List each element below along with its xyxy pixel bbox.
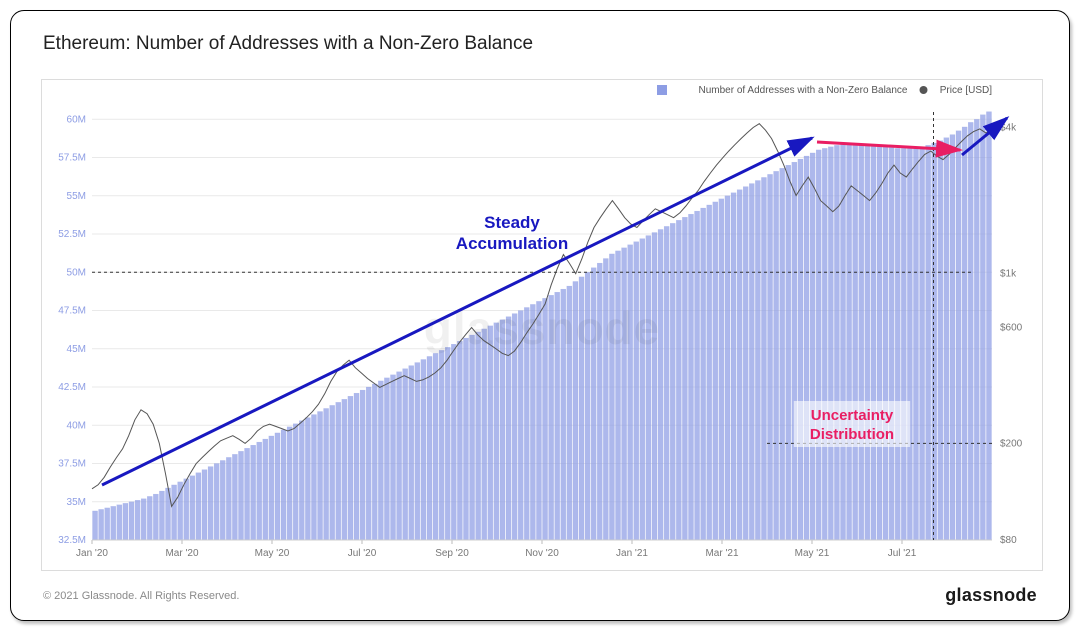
svg-text:57.5M: 57.5M xyxy=(58,153,86,164)
svg-text:$1k: $1k xyxy=(1000,269,1017,280)
svg-text:Mar '20: Mar '20 xyxy=(165,548,198,559)
svg-text:50M: 50M xyxy=(67,267,86,278)
svg-text:Number of Addresses with a Non: Number of Addresses with a Non-Zero Bala… xyxy=(699,85,908,96)
copyright-text: © 2021 Glassnode. All Rights Reserved. xyxy=(43,590,239,602)
svg-text:42.5M: 42.5M xyxy=(58,382,86,393)
svg-text:$4k: $4k xyxy=(1000,123,1017,134)
chart-title: Ethereum: Number of Addresses with a Non… xyxy=(43,33,533,55)
svg-text:Jul '20: Jul '20 xyxy=(348,548,377,559)
svg-text:32.5M: 32.5M xyxy=(58,535,86,546)
plot-area: 32.5M 35M 37.5M 40M 42.5M 45M 47.5M 50M 52.5M 55M… xyxy=(41,79,1043,571)
svg-text:40M: 40M xyxy=(67,420,86,431)
svg-text:May '20: May '20 xyxy=(255,548,290,559)
svg-text:Mar '21: Mar '21 xyxy=(705,548,738,559)
brand-logo: glassnode xyxy=(945,585,1037,606)
svg-text:Jan '21: Jan '21 xyxy=(616,548,648,559)
svg-text:Distribution: Distribution xyxy=(810,426,894,443)
svg-text:52.5M: 52.5M xyxy=(58,229,86,240)
svg-text:Nov '20: Nov '20 xyxy=(525,548,559,559)
svg-text:37.5M: 37.5M xyxy=(58,459,86,470)
svg-text:Jan '20: Jan '20 xyxy=(76,548,108,559)
svg-text:$80: $80 xyxy=(1000,535,1017,546)
svg-text:Steady: Steady xyxy=(484,213,540,232)
svg-text:Uncertainty: Uncertainty xyxy=(811,407,894,424)
svg-text:Jul '21: Jul '21 xyxy=(888,548,917,559)
svg-text:35M: 35M xyxy=(67,497,86,508)
chart-svg: 32.5M 35M 37.5M 40M 42.5M 45M 47.5M 50M 52.5M 55M… xyxy=(42,80,1042,570)
svg-text:60M: 60M xyxy=(67,114,86,125)
svg-text:55M: 55M xyxy=(67,191,86,202)
svg-text:$600: $600 xyxy=(1000,323,1023,334)
svg-text:May '21: May '21 xyxy=(795,548,830,559)
svg-text:Accumulation: Accumulation xyxy=(456,234,568,253)
svg-text:Price [USD]: Price [USD] xyxy=(940,85,992,96)
svg-text:45M: 45M xyxy=(67,344,86,355)
svg-text:47.5M: 47.5M xyxy=(58,306,86,317)
svg-text:$200: $200 xyxy=(1000,438,1023,449)
chart-card: Ethereum: Number of Addresses with a Non… xyxy=(10,10,1070,621)
svg-text:Sep '20: Sep '20 xyxy=(435,548,469,559)
